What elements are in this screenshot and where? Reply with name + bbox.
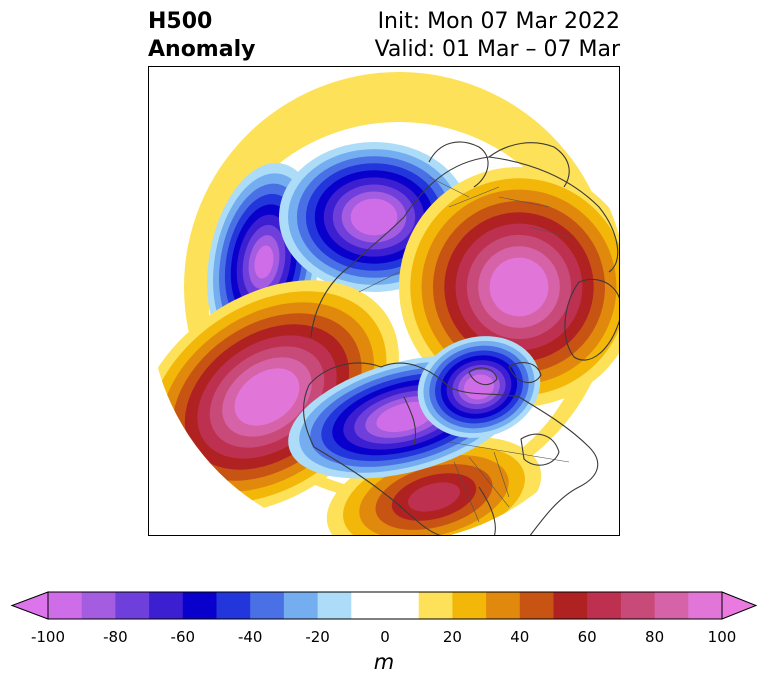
colorbar-tick-label: 80 [645,628,665,646]
border-segment [493,451,510,498]
border-segment [448,441,570,463]
colorbar-bin [519,592,554,619]
colorbar-tick-label: -100 [30,628,66,646]
coastline-segment [478,486,496,535]
colorbar-bin [351,592,420,619]
title-line-2: Anomaly [148,37,256,62]
colorbar-bin [452,592,487,619]
coastlines [303,141,619,535]
anomaly-map-svg [149,72,619,535]
colorbar-bin [587,592,622,619]
colorbar-tick-label: 60 [577,628,597,646]
border-segment [468,456,510,508]
coastline-segment [403,156,619,273]
colorbar [10,591,758,620]
coastline-segment [488,142,570,188]
political-borders [358,176,570,523]
coastline-segment [308,362,599,535]
anomaly-map [148,66,620,536]
colorbar-bin [149,592,184,619]
colorbar-bin [654,592,689,619]
colorbar-outline [47,591,723,620]
coastline-segment [403,396,417,446]
colorbar-bin [418,592,453,619]
border-segment [358,271,400,293]
contour-fill [359,205,389,229]
colorbar-tick-label: 0 [380,628,390,646]
colorbar-bin [250,592,285,619]
border-segment [453,461,480,523]
map-title: H500 Anomaly [148,8,255,64]
contour-fill [407,482,461,512]
colorbar-bin [486,592,521,619]
border-segment [528,226,570,238]
border-segment [498,196,550,208]
coastline-segment [428,141,489,188]
border-segment [448,186,500,208]
negative-anomaly-labrador [417,336,541,438]
colorbar-bin [283,592,319,619]
colorbar-extend-high [721,591,758,620]
colorbar-tick-label: -60 [170,628,196,646]
run-info: Init: Mon 07 Mar 2022 Valid: 01 Mar – 07… [375,8,620,64]
init-label: Init: Mon 07 Mar 2022 [377,9,620,34]
colorbar-bin [553,592,588,619]
title-line-1: H500 [148,9,213,34]
colorbar-bin [216,592,251,619]
colorbar-tick-label: 100 [707,628,737,646]
colorbar-bin [81,592,116,619]
colorbar-tick-label: -40 [237,628,263,646]
colorbar-bin [115,592,150,619]
coastline-segment [508,362,542,384]
colorbar-unit: m [373,650,395,674]
positive-anomaly-greenland-atlantic [399,167,619,407]
colorbar-tick-label: 40 [510,628,530,646]
colorbar-bin [317,592,352,619]
border-segment [428,176,470,198]
coastline-segment [564,278,619,361]
coastline-segment [468,367,498,386]
colorbar-bin [48,592,83,619]
colorbar-tick-label: 20 [442,628,462,646]
coastline-segment [303,384,441,535]
valid-label: Valid: 01 Mar – 07 Mar [374,37,620,62]
colorbar-bin [182,592,217,619]
colorbar-extend-low [10,591,49,620]
contour-fill [254,245,274,279]
colorbar-bin [620,592,656,619]
coastline-segment [520,433,560,466]
colorbar-tick-label: -20 [305,628,330,646]
contour-fill [500,268,538,306]
coastline-segment [310,216,405,338]
colorbar-bin [688,592,723,619]
contour-fill [247,379,287,415]
colorbar-tick-label: -80 [103,628,128,646]
contour-fill [469,379,489,395]
